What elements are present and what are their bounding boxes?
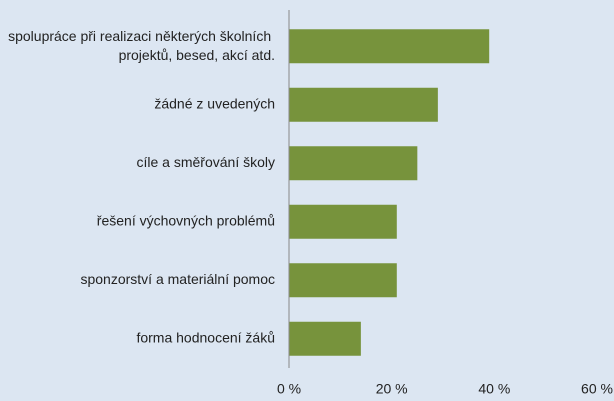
bar — [289, 263, 397, 298]
bar — [289, 321, 361, 356]
y-tick-label: řešení výchovných problémů — [97, 212, 275, 228]
bar — [289, 87, 438, 122]
y-tick-label: žádné z uvedených — [154, 95, 275, 111]
y-tick-label: cíle a směřování školy — [137, 154, 276, 170]
bar — [289, 29, 490, 64]
label-line: projektů, besed, akcí atd. — [119, 46, 275, 62]
y-tick-label: forma hodnocení žáků — [136, 329, 275, 345]
bar — [289, 204, 397, 239]
x-tick-label: 60 % — [581, 381, 613, 397]
bar — [289, 146, 418, 181]
x-tick-label: 0 % — [277, 381, 301, 397]
x-tick-label: 20 % — [376, 381, 408, 397]
x-tick-label: 40 % — [478, 381, 510, 397]
y-tick-label: sponzorství a materiální pomoc — [80, 271, 275, 287]
label-line: spolupráce při realizaci některých školn… — [8, 27, 275, 43]
y-tick-label: spolupráce při realizaci některých školn… — [8, 27, 275, 62]
